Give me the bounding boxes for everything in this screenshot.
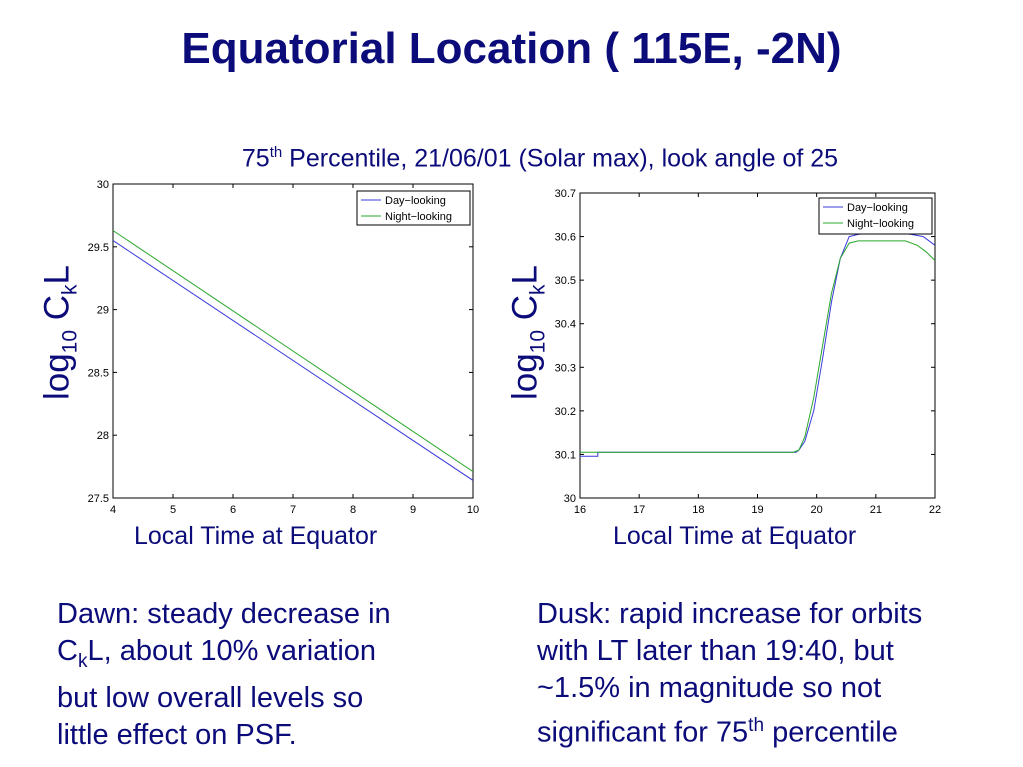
y-tick-label: 28.5 xyxy=(88,367,109,379)
y-tick-label: 28 xyxy=(97,430,109,442)
y-label-log: log xyxy=(37,353,77,401)
dusk-note-line-1: Dusk: rapid increase for orbits xyxy=(537,598,923,630)
legend-label: Night−looking xyxy=(385,211,452,223)
right-y-axis-label: log10 CkL xyxy=(506,263,551,403)
dawn-note: Dawn: steady decrease in CkL, about 10% … xyxy=(57,596,391,754)
y-label-l: L xyxy=(505,264,545,285)
dusk-note-line-3: ~1.5% in magnitude so not xyxy=(537,672,882,704)
series-line-night-looking xyxy=(113,230,473,473)
legend-box xyxy=(818,197,933,235)
x-tick-label: 18 xyxy=(692,504,704,516)
x-tick-label: 22 xyxy=(929,504,941,516)
x-tick-label: 17 xyxy=(633,504,645,516)
dusk-note-line-4: significant for 75th percentile xyxy=(537,707,922,752)
subtitle-superscript: th xyxy=(269,144,283,161)
dusk-sup: th xyxy=(748,715,765,736)
x-tick-label: 21 xyxy=(870,504,882,516)
plot-area xyxy=(112,183,474,499)
right-x-axis-label: Local Time at Equator xyxy=(613,522,857,550)
y-label-c: C xyxy=(505,294,545,330)
left-y-axis-label: log10 CkL xyxy=(38,263,83,403)
dawn-note-line-2: CkL, about 10% variation xyxy=(57,633,391,680)
y-tick-label: 30.5 xyxy=(555,275,576,287)
y-label-sub-10: 10 xyxy=(58,329,82,354)
slide-title: Equatorial Location ( 115E, -2N) xyxy=(181,24,842,73)
y-tick-label: 27.5 xyxy=(88,493,109,505)
left-x-axis-label: Local Time at Equator xyxy=(134,522,378,550)
dawn-note-line-4: little effect on PSF. xyxy=(57,718,297,751)
y-tick-label: 30.6 xyxy=(555,232,576,244)
right-chart: 16 17 18 19 20 21 22 30 30.1 30.2 30.3 30.4 30.5 30.6… xyxy=(555,188,942,516)
x-tick-label: 6 xyxy=(230,504,236,516)
y-tick-label: 30.2 xyxy=(555,406,576,418)
legend-label: Day−looking xyxy=(847,202,908,214)
x-tick-label: 5 xyxy=(170,504,176,516)
series-line-day-looking xyxy=(113,240,473,481)
y-tick-label: 30.7 xyxy=(555,188,576,200)
y-tick-label: 30 xyxy=(97,179,109,191)
legend-label: Night−looking xyxy=(847,218,914,230)
y-label-log: log xyxy=(505,353,545,401)
dawn-rest: L, about 10% variation xyxy=(87,635,377,667)
dawn-sub-k: k xyxy=(77,650,88,672)
x-tick-label: 8 xyxy=(350,504,356,516)
y-tick-label: 29 xyxy=(97,305,109,317)
y-tick-label: 30.4 xyxy=(555,319,576,331)
subtitle-text: Percentile, 21/06/01 (Solar max), look a… xyxy=(282,144,839,173)
y-tick-label: 30 xyxy=(564,493,576,505)
dusk-note: Dusk: rapid increase for orbits with LT … xyxy=(537,596,922,752)
y-label-c: C xyxy=(37,294,77,330)
dawn-note-line-1: Dawn: steady decrease in xyxy=(57,598,391,630)
x-tick-label: 10 xyxy=(467,504,479,516)
chart-subtitle: 75th Percentile, 21/06/01 (Solar max), l… xyxy=(0,144,1023,173)
y-label-sub-10: 10 xyxy=(526,329,550,354)
y-label-sub-k: k xyxy=(58,284,82,295)
y-tick-label: 30.1 xyxy=(555,449,576,461)
legend-label: Day−looking xyxy=(385,195,446,207)
dusk-pre: significant for 75 xyxy=(537,716,749,749)
dawn-c: C xyxy=(57,635,78,667)
dusk-post: percentile xyxy=(764,716,898,749)
y-tick-label: 29.5 xyxy=(88,242,109,254)
y-tick-label: 30.3 xyxy=(555,362,576,374)
y-label-l: L xyxy=(37,264,77,285)
x-tick-label: 19 xyxy=(751,504,763,516)
y-label-sub-k: k xyxy=(526,284,550,295)
left-chart: 4 5 6 7 8 9 10 27.5 28 28.5 29 29.5 30 Day−looking Nig… xyxy=(88,179,480,516)
dawn-note-line-3: but low overall levels so xyxy=(57,681,364,714)
dusk-note-line-2: with LT later than 19:40, but xyxy=(537,635,894,667)
subtitle-number: 75 xyxy=(241,144,270,173)
x-tick-label: 16 xyxy=(574,504,586,516)
x-tick-label: 7 xyxy=(290,504,296,516)
series-line-night-looking xyxy=(580,240,935,453)
x-tick-label: 4 xyxy=(110,504,116,516)
x-tick-label: 9 xyxy=(410,504,416,516)
legend-box xyxy=(356,190,471,226)
x-tick-label: 20 xyxy=(811,504,823,516)
